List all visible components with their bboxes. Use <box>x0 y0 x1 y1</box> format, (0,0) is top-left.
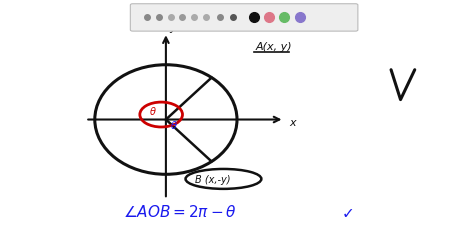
Text: y: y <box>170 23 176 33</box>
Text: $\theta$: $\theta$ <box>170 120 177 131</box>
Text: $\theta$: $\theta$ <box>149 105 157 117</box>
Text: A(x, y): A(x, y) <box>256 42 292 52</box>
Text: B (x,-y): B (x,-y) <box>195 175 230 186</box>
Text: $\checkmark$: $\checkmark$ <box>341 205 354 220</box>
Text: x: x <box>289 118 296 128</box>
FancyBboxPatch shape <box>130 4 358 31</box>
Text: $\angle AOB = 2\pi - \theta$: $\angle AOB = 2\pi - \theta$ <box>123 204 237 220</box>
